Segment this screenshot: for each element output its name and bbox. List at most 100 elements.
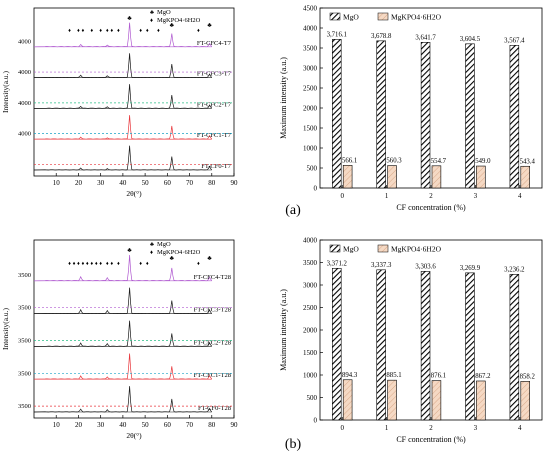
y-tick-label: 2500	[303, 85, 318, 93]
legend-label: MgO	[157, 241, 171, 248]
y-tick-label: 4000	[18, 38, 31, 45]
mgkpo4-marker: ♦	[157, 28, 160, 34]
mgo-marker: ♣	[127, 15, 132, 22]
legend-label: MgO	[343, 245, 359, 254]
bar-mgo	[465, 43, 475, 189]
x-tick-label: 30	[97, 421, 105, 429]
trace-label: FT-CFC1-T7	[197, 132, 232, 139]
x-axis-label: CF concentration (%)	[396, 203, 466, 212]
xrd-frame	[33, 7, 235, 177]
bar-value-label: 3,269.9	[460, 265, 481, 272]
y-axis-label: Intensity(a.u.)	[1, 70, 10, 113]
legend-marker: ♦	[150, 18, 153, 24]
y-tick-label: 3500	[303, 259, 318, 267]
y-tick-label: 2000	[303, 327, 318, 335]
xrd-frame	[33, 239, 235, 419]
bar-mgkpo4	[476, 380, 486, 421]
x-tick-label: 3	[474, 192, 478, 200]
bar-mgo	[465, 272, 475, 421]
y-tick-label: 3500	[18, 337, 31, 344]
bar-value-label: 549.0	[475, 158, 491, 165]
bar-mgo	[332, 267, 342, 421]
mgo-marker: ♣	[170, 255, 175, 262]
y-tick-label: 3500	[303, 45, 318, 53]
x-tick-label: 1	[385, 192, 389, 200]
bar-mgo	[420, 42, 431, 189]
bar-value-label: 3,604.5	[460, 36, 481, 43]
x-tick-label: 40	[119, 421, 127, 429]
x-tick-label: 0	[340, 424, 344, 432]
legend-label: MgKPO4·6H2O	[391, 13, 442, 22]
bar-mgkpo4	[520, 165, 530, 189]
mgkpo4-marker: ♦	[77, 28, 80, 34]
x-tick-label: 50	[142, 179, 150, 187]
mgo-marker: ♣	[127, 247, 132, 254]
bar-value-label: 3,236.2	[504, 266, 525, 273]
x-tick-label: 40	[119, 179, 127, 187]
mgkpo4-marker: ♦	[68, 261, 71, 267]
bar-value-label: 3,337.3	[371, 262, 392, 269]
bar-value-label: 3,678.8	[371, 33, 392, 40]
bar-mgkpo4	[520, 381, 530, 421]
x-tick-label: 60	[164, 421, 172, 429]
xrd-trace	[33, 115, 213, 140]
legend-marker: ♣	[150, 242, 154, 248]
trace-label: FT-CFC1-T28	[194, 372, 231, 379]
y-tick-label: 500	[307, 165, 318, 173]
y-tick-label: 1500	[303, 125, 318, 133]
bar-mgkpo4	[387, 379, 397, 421]
x-axis-label: 2θ(°)	[126, 189, 142, 198]
mgkpo4-marker: ♦	[99, 28, 102, 34]
y-axis-label: Maximum intensity (a.u.)	[279, 289, 288, 371]
bar-value-label: 554.7	[431, 158, 447, 165]
x-tick-label: 20	[75, 421, 83, 429]
bar-value-label: 3,716.1	[327, 31, 347, 38]
x-tick-label: 80	[208, 179, 216, 187]
bar-chart-a: 0 500 1000 1500 2000 2500 3000 3500 4000 4500 0 3,7…	[279, 5, 543, 218]
bar-value-label: 3,303.6	[415, 263, 436, 270]
y-tick-label: 1000	[303, 372, 318, 380]
legend-marker: ♣	[150, 10, 154, 16]
bar-mgo	[509, 274, 520, 421]
mgkpo4-marker: ♦	[90, 261, 93, 267]
y-tick-label: 3000	[303, 282, 318, 290]
panel-label: (b)	[285, 437, 302, 452]
bar-value-label: 566.1	[342, 157, 357, 164]
x-tick-label: 70	[186, 179, 194, 187]
xrd-trace	[33, 84, 213, 109]
legend-swatch-mgo	[329, 12, 341, 21]
legend-swatch-mgkpo4	[377, 12, 389, 21]
mgo-marker: ♣	[207, 22, 212, 29]
panel-label: (a)	[285, 203, 301, 218]
bar-mgkpo4	[431, 165, 442, 189]
bar-value-label: 885.1	[386, 372, 401, 379]
x-tick-label: 1	[385, 424, 389, 432]
y-tick-label: 3500	[18, 305, 31, 312]
x-tick-label: 4	[518, 424, 522, 432]
bar-value-label: 876.1	[431, 373, 446, 380]
mgkpo4-marker: ♦	[106, 261, 109, 267]
y-tick-label: 1500	[303, 349, 318, 357]
x-tick-label: 60	[164, 179, 172, 187]
x-tick-label: 30	[97, 179, 105, 187]
y-tick-label: 3500	[18, 272, 31, 279]
bar-value-label: 543.4	[520, 158, 536, 165]
y-tick-label: 1000	[303, 145, 318, 153]
mgkpo4-marker: ♦	[146, 28, 149, 34]
bar-value-label: 867.2	[475, 373, 491, 380]
bar-value-label: 858.2	[520, 373, 536, 380]
y-tick-label: 2000	[303, 105, 318, 113]
legend-label: MgKPO4·6H2O	[157, 17, 201, 24]
bar-mgkpo4	[476, 165, 486, 189]
y-tick-label: 4000	[18, 69, 31, 76]
trace-label: FT-CF0-T7	[201, 163, 231, 170]
bar-value-label: 560.3	[386, 158, 402, 165]
mgkpo4-marker: ♦	[90, 28, 93, 34]
bar-mgo	[509, 45, 520, 189]
x-tick-label: 4	[518, 192, 522, 200]
y-tick-label: 2500	[303, 304, 318, 312]
bar-value-label: 3,371.2	[327, 260, 348, 267]
x-tick-label: 2	[429, 192, 433, 200]
x-tick-label: 3	[474, 424, 478, 432]
bar-mgkpo4	[342, 165, 353, 189]
